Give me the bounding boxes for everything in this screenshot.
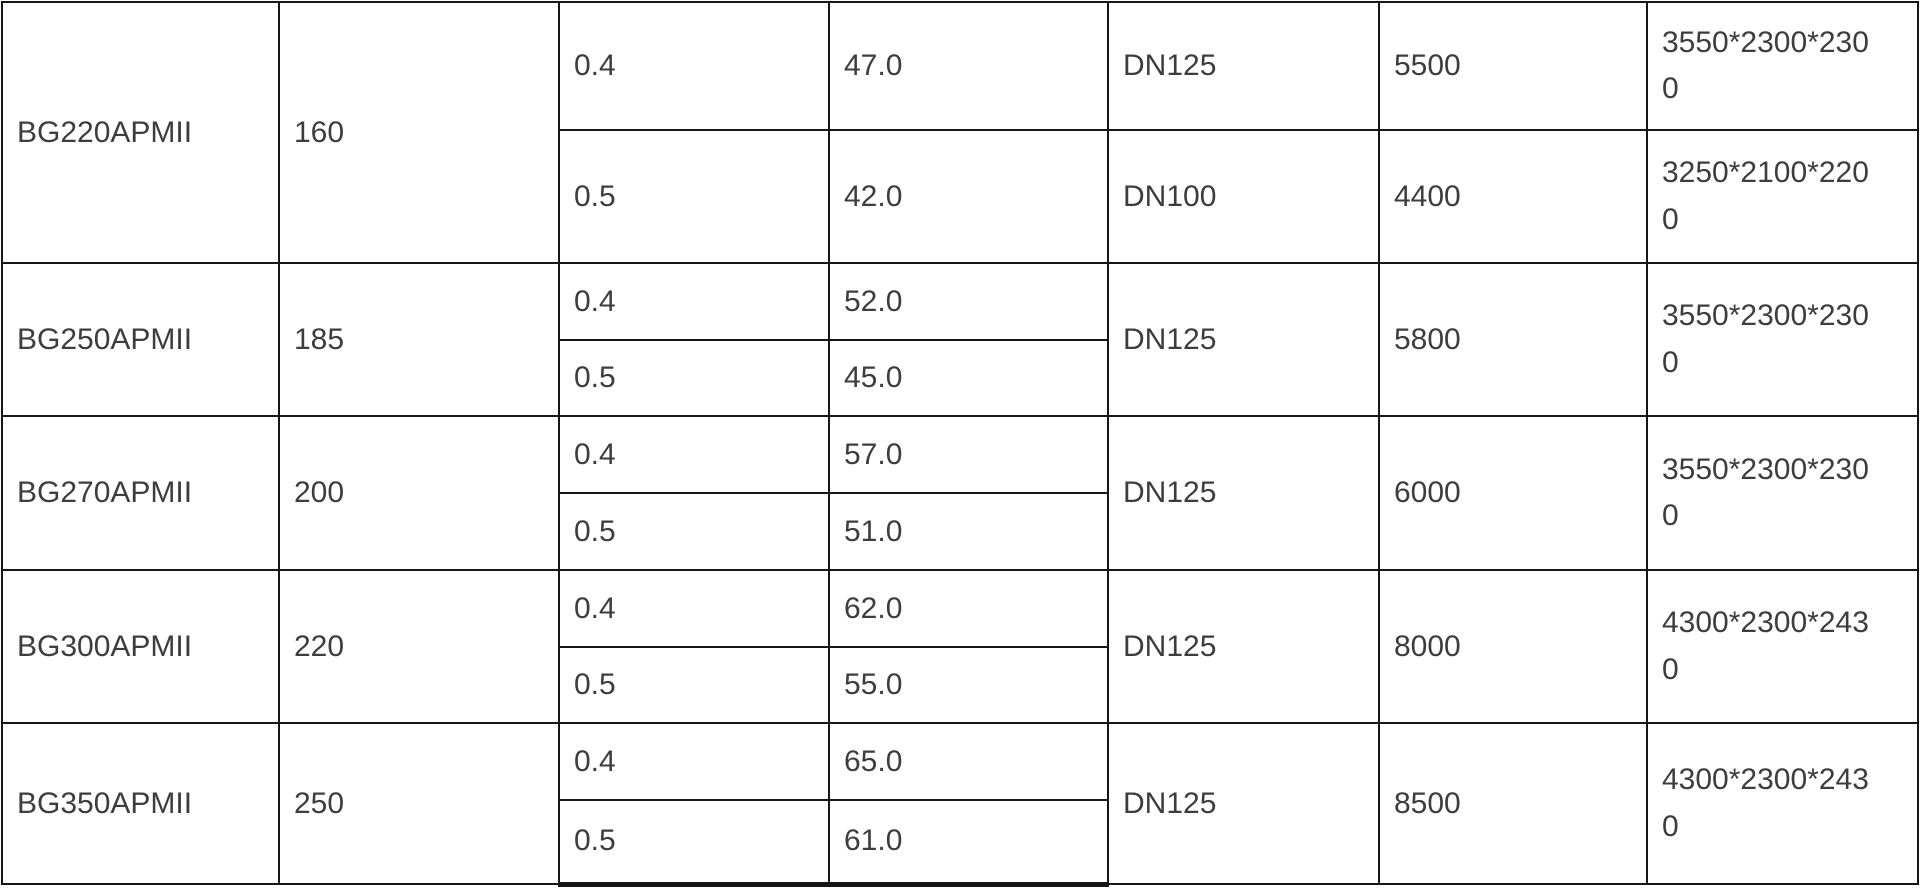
pressure-cell: 0.5 bbox=[558, 339, 830, 417]
pressure-cell: 0.4 bbox=[558, 722, 830, 801]
table-row: BG300APMII 220 0.4 62.0 DN125 8000 4300*… bbox=[1, 569, 1919, 724]
pressure-cell: 0.5 bbox=[558, 129, 830, 264]
dimensions-text: 3550*2300*2300 bbox=[1662, 25, 1869, 106]
capacity-cell: 57.0 bbox=[828, 415, 1109, 494]
table-row: 0.5 61.0 bbox=[2, 799, 1918, 887]
table-row: 0.5 51.0 bbox=[2, 492, 1918, 571]
pressure-cell: 0.4 bbox=[558, 415, 830, 494]
outlet-cell: DN125 bbox=[1107, 722, 1380, 885]
model-cell: BG250APMII bbox=[1, 262, 280, 417]
capacity-cell: 65.0 bbox=[828, 722, 1109, 801]
outlet-cell: DN125 bbox=[1107, 1, 1380, 131]
table-row: 0.5 45.0 bbox=[2, 339, 1918, 417]
weight-cell: 4400 bbox=[1378, 129, 1648, 264]
pressure-cell: 0.4 bbox=[558, 1, 830, 131]
weight-cell: 8000 bbox=[1378, 569, 1648, 724]
pressure-cell: 0.5 bbox=[558, 492, 830, 571]
dimensions-cell: 3550*2300*2300 bbox=[1646, 262, 1919, 417]
dimensions-text: 3550*2300*2300 bbox=[1662, 299, 1869, 379]
dimensions-cell: 4300*2300*2430 bbox=[1646, 569, 1919, 724]
table-row: BG350APMII 250 0.4 65.0 DN125 8500 4300*… bbox=[1, 722, 1919, 885]
model-cell: BG300APMII bbox=[1, 569, 280, 724]
capacity-cell: 61.0 bbox=[828, 799, 1109, 887]
dimensions-text: 4300*2300*2430 bbox=[1662, 763, 1869, 843]
table-row: BG270APMII 200 0.4 57.0 DN125 6000 3550*… bbox=[1, 415, 1919, 571]
model-cell: BG270APMII bbox=[1, 415, 280, 571]
dimensions-text: 3250*2100*2200 bbox=[1662, 156, 1869, 236]
dimensions-text: 3550*2300*2300 bbox=[1662, 452, 1869, 533]
pressure-cell: 0.4 bbox=[558, 569, 830, 648]
pressure-cell: 0.5 bbox=[558, 799, 830, 887]
table-row: BG220APMII 160 0.4 47.0 DN125 5500 3550*… bbox=[1, 1, 1919, 264]
dimensions-cell: 3550*2300*2300 bbox=[1646, 415, 1919, 571]
pressure-cell: 0.4 bbox=[558, 262, 830, 341]
pressure-cell: 0.5 bbox=[558, 646, 830, 724]
weight-cell: 5800 bbox=[1378, 262, 1648, 417]
capacity-cell: 47.0 bbox=[828, 1, 1109, 131]
weight-cell: 5500 bbox=[1378, 1, 1648, 131]
weight-cell: 6000 bbox=[1378, 415, 1648, 571]
model-cell: BG220APMII bbox=[1, 1, 280, 264]
table-row: 0.5 42.0 DN100 4400 3250*2100*2200 bbox=[2, 129, 1919, 264]
outlet-cell: DN125 bbox=[1107, 262, 1380, 417]
capacity-cell: 52.0 bbox=[828, 262, 1109, 341]
model-cell: BG350APMII bbox=[1, 722, 280, 885]
capacity-cell: 55.0 bbox=[828, 646, 1109, 724]
power-cell: 220 bbox=[278, 569, 560, 724]
power-cell: 200 bbox=[278, 415, 560, 571]
power-cell: 160 bbox=[278, 1, 560, 264]
dimensions-cell: 3250*2100*2200 bbox=[1646, 129, 1919, 264]
weight-cell: 8500 bbox=[1378, 722, 1648, 885]
power-cell: 185 bbox=[278, 262, 560, 417]
dimensions-text: 4300*2300*2430 bbox=[1662, 606, 1869, 686]
power-cell: 250 bbox=[278, 722, 560, 885]
capacity-cell: 42.0 bbox=[828, 129, 1109, 264]
capacity-cell: 62.0 bbox=[828, 569, 1109, 648]
outlet-cell: DN125 bbox=[1107, 415, 1380, 571]
dimensions-cell: 4300*2300*2430 bbox=[1646, 722, 1919, 885]
table-row: 0.5 55.0 bbox=[2, 646, 1918, 724]
outlet-cell: DN125 bbox=[1107, 569, 1380, 724]
capacity-cell: 45.0 bbox=[828, 339, 1109, 417]
capacity-cell: 51.0 bbox=[828, 492, 1109, 571]
table-row: BG250APMII 185 0.4 52.0 DN125 5800 3550*… bbox=[1, 262, 1919, 417]
dimensions-cell: 3550*2300*2300 bbox=[1646, 1, 1919, 131]
outlet-cell: DN100 bbox=[1107, 129, 1380, 264]
